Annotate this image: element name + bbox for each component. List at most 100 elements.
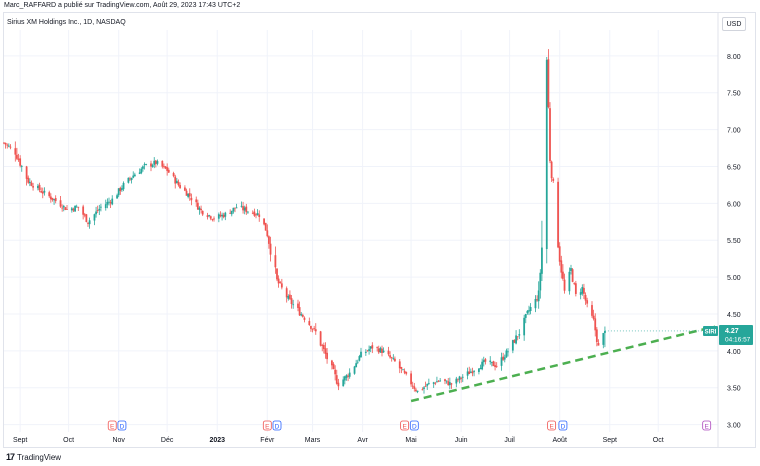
candle-body [353, 366, 356, 374]
candle-body [458, 376, 461, 380]
candle-body [549, 108, 551, 162]
candle-body [138, 172, 141, 174]
candle-body [27, 177, 30, 183]
candle-body [255, 214, 257, 216]
candle-body [597, 343, 600, 346]
candle-body [28, 181, 31, 184]
event-marker-label: E [110, 424, 115, 431]
candle-body [172, 173, 175, 177]
candle-body [132, 175, 135, 178]
candle-body [190, 197, 193, 201]
last-price-label: 4.27 [725, 328, 739, 335]
candle-body [164, 166, 167, 169]
candle-body [264, 222, 267, 231]
candle-body [347, 375, 349, 377]
x-tick-label: Sept [13, 437, 27, 444]
candle-body [154, 160, 157, 165]
candle-body [473, 371, 475, 372]
x-tick-label: Nov [112, 437, 125, 444]
dividend-marker[interactable] [409, 420, 419, 431]
candle-body [72, 208, 75, 211]
candle-body [48, 192, 51, 197]
candle-body [61, 207, 64, 209]
candle-body [62, 205, 65, 208]
candle-body [100, 206, 102, 208]
y-tick-label: 3.50 [727, 386, 741, 393]
candle-body [43, 190, 46, 193]
candle-body [37, 185, 39, 189]
candle-body [232, 207, 235, 212]
candle-body [54, 198, 57, 202]
candle-body [310, 326, 312, 329]
candle-body [513, 339, 516, 343]
candle-body [415, 389, 417, 392]
candle-body [552, 178, 555, 181]
symbol-title[interactable]: Sirius XM Holdings Inc., 1D, NASDAQ [7, 19, 126, 26]
currency-selector[interactable]: USD [722, 17, 746, 31]
candle-body [369, 346, 372, 349]
candle-body [277, 278, 280, 284]
candle-body [448, 382, 451, 386]
event-marker-label: D [412, 424, 417, 431]
candle-body [25, 166, 28, 179]
candle-body [550, 161, 553, 179]
dividend-marker[interactable] [272, 420, 282, 431]
earnings-marker[interactable] [702, 420, 712, 431]
candle-body [70, 208, 73, 211]
y-tick-label: 6.50 [727, 164, 741, 171]
candle-body [468, 371, 471, 375]
x-tick-label: Sept [603, 437, 617, 444]
earnings-marker[interactable] [107, 420, 117, 431]
candle-body [206, 215, 209, 218]
footer: 17 TradingView [6, 452, 61, 462]
earnings-marker[interactable] [547, 420, 557, 431]
candle-body [537, 290, 540, 302]
candle-body [7, 145, 10, 147]
candle-body [332, 363, 335, 370]
candle-body [85, 214, 88, 223]
dividend-marker[interactable] [558, 420, 568, 431]
candle-body [515, 335, 517, 344]
candle-body [400, 367, 403, 369]
candle-body [586, 300, 589, 304]
support-trendline[interactable] [410, 325, 716, 403]
candle-body [421, 389, 424, 391]
dividend-marker[interactable] [117, 420, 127, 431]
candle-body [140, 168, 143, 174]
candle-body [20, 166, 23, 167]
candle-body [594, 318, 597, 331]
candle-body [489, 360, 492, 362]
x-tick-label: Juin [455, 437, 468, 444]
candle-body [198, 207, 201, 210]
event-marker-label: D [561, 424, 566, 431]
candle-body [390, 357, 393, 359]
candle-body [82, 206, 85, 215]
candle-body [602, 333, 605, 345]
candle-body [523, 317, 526, 336]
event-marker-label: E [402, 424, 407, 431]
candle-body [108, 201, 110, 203]
candle-body [604, 330, 606, 334]
earnings-marker[interactable] [400, 420, 410, 431]
candle-body [490, 361, 493, 363]
candle-body [563, 279, 566, 291]
candle-body [143, 164, 146, 166]
candle-body [376, 347, 379, 349]
candle-body [121, 188, 123, 190]
candle-body [217, 214, 220, 219]
earnings-marker[interactable] [262, 420, 272, 431]
candle-body [379, 348, 382, 353]
candle-body [461, 376, 464, 378]
tradingview-logo-icon: 17 [6, 452, 15, 462]
candle-body [536, 299, 538, 301]
candle-body [495, 365, 498, 367]
x-tick-label: 2023 [209, 437, 225, 444]
candle-body [500, 357, 503, 366]
candle-body [334, 369, 337, 375]
candle-body [211, 219, 214, 221]
candle-body [179, 185, 181, 188]
candle-body [479, 367, 482, 370]
candle-body [229, 212, 232, 214]
candle-body [30, 182, 33, 186]
